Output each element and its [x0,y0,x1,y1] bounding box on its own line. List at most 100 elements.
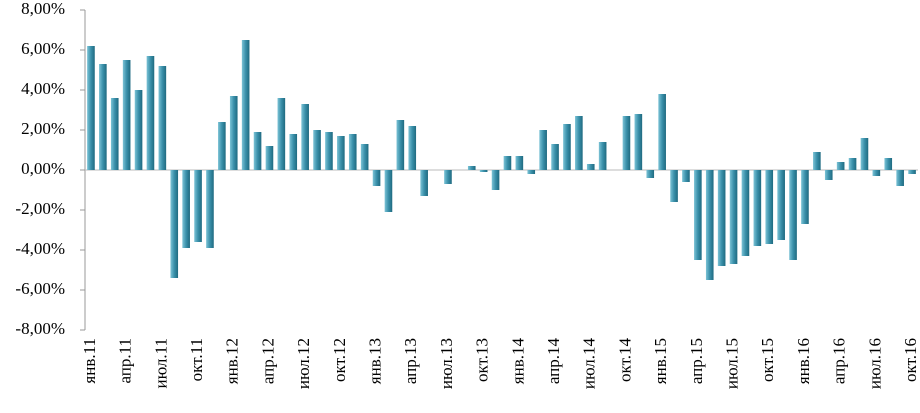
bar [908,170,916,174]
x-tick-label: янв.12 [223,338,242,384]
bar [503,156,512,170]
bar [372,170,381,186]
bar [360,144,369,170]
bar [87,46,95,170]
x-tick-label: окт.14 [615,338,634,382]
bar [836,162,845,170]
bar [729,170,738,264]
x-tick-label: окт.16 [901,338,920,382]
bar [277,98,286,170]
bar [134,90,143,170]
bar [253,132,262,170]
bar [337,136,345,170]
bar [265,146,274,170]
x-tick-label: апр.11 [116,338,135,384]
bar [241,40,250,170]
bar [218,122,226,170]
bar [146,56,155,170]
bar [789,170,797,260]
bar [229,96,238,170]
y-tick-label: -8,00% [15,319,65,338]
bar [110,98,119,170]
y-tick-label: 2,00% [21,119,65,138]
x-tick-label: янв.15 [651,338,670,384]
bar [348,134,357,170]
x-tick-label: янв.13 [365,338,384,384]
bar [384,170,393,212]
x-tick-label: июл.12 [294,338,313,389]
bar [741,170,750,256]
bar [325,132,333,170]
bar [753,170,762,246]
bar [313,130,321,170]
bar [634,114,643,170]
x-tick-label: апр.16 [830,338,849,384]
bar [158,66,167,170]
bar [598,142,607,170]
x-tick-label: апр.13 [401,338,420,384]
bar [515,156,524,170]
x-tick-label: июл.15 [722,338,741,389]
bar [408,126,417,170]
x-tick-label: окт.12 [330,338,349,382]
x-tick-label: июл.13 [437,338,456,389]
bar [824,170,833,180]
y-tick-label: 8,00% [21,0,65,18]
x-tick-label: окт.13 [473,338,492,382]
x-tick-label: апр.15 [687,338,706,384]
bar [289,134,298,170]
bar [682,170,690,182]
bar [860,138,869,170]
bar [99,64,107,170]
bar [801,170,809,224]
bar [467,166,476,170]
x-tick-label: янв.14 [508,338,527,385]
x-tick-label: янв.11 [80,338,99,384]
bar [170,170,179,278]
y-tick-label: -2,00% [15,199,65,218]
x-tick-label: апр.12 [258,338,277,384]
bar [539,130,547,170]
bar [622,116,631,170]
bar [206,170,214,248]
x-tick-label: апр.14 [544,338,563,385]
bar [705,170,714,280]
x-tick-label: окт.15 [758,338,777,382]
y-tick-label: 0,00% [21,159,65,178]
bar [872,170,881,176]
x-tick-label: июл.14 [580,338,599,390]
bar [551,144,559,170]
bar [479,170,488,172]
y-tick-label: -4,00% [15,239,65,258]
y-tick-label: -6,00% [15,279,65,298]
bar [646,170,655,178]
bar [194,170,202,242]
bar [670,170,678,202]
bar [444,170,452,184]
bar [563,124,571,170]
y-tick-label: 6,00% [21,39,65,58]
bar [884,158,893,170]
bar [491,170,500,190]
bar [586,164,595,170]
bar [396,120,405,170]
bar [813,152,821,170]
bar [717,170,726,266]
bar [182,170,190,248]
bar [694,170,702,260]
y-tick-label: 4,00% [21,79,65,98]
x-tick-label: июл.16 [865,338,884,389]
bar [848,158,857,170]
bar [575,116,583,170]
bar [777,170,785,240]
bar [122,60,131,170]
bar [658,94,666,170]
bar [527,170,536,174]
bar [301,104,309,170]
bar [896,170,904,186]
x-tick-label: окт.11 [187,338,206,381]
x-tick-label: янв.16 [794,338,813,384]
x-tick-label: июл.11 [151,338,170,388]
bar [420,170,428,196]
